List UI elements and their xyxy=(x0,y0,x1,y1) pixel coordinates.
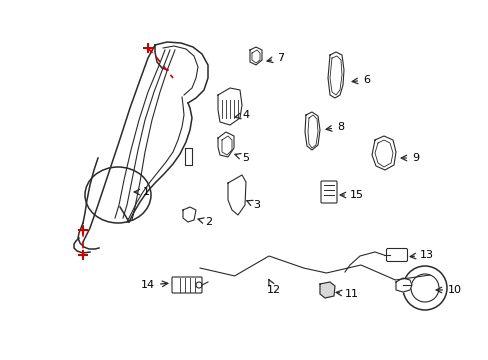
Text: 8: 8 xyxy=(325,122,344,132)
Text: 12: 12 xyxy=(266,279,281,295)
Polygon shape xyxy=(227,175,245,215)
Text: 1: 1 xyxy=(134,187,150,197)
Polygon shape xyxy=(183,207,196,222)
Text: 14: 14 xyxy=(141,280,167,290)
Text: 6: 6 xyxy=(351,75,369,85)
Polygon shape xyxy=(319,282,334,298)
Text: 15: 15 xyxy=(340,190,363,200)
Polygon shape xyxy=(249,47,262,65)
Text: 7: 7 xyxy=(266,53,284,63)
Text: 4: 4 xyxy=(235,110,248,120)
Text: 5: 5 xyxy=(234,153,248,163)
Polygon shape xyxy=(395,278,411,292)
Polygon shape xyxy=(371,136,395,170)
Polygon shape xyxy=(327,52,343,98)
Text: 9: 9 xyxy=(400,153,418,163)
Polygon shape xyxy=(305,112,319,150)
Polygon shape xyxy=(218,88,242,125)
Text: 10: 10 xyxy=(435,285,461,295)
Text: 13: 13 xyxy=(409,250,433,260)
Text: 3: 3 xyxy=(246,200,260,210)
Polygon shape xyxy=(218,132,234,157)
Text: 11: 11 xyxy=(335,289,358,299)
Text: 2: 2 xyxy=(198,217,212,227)
